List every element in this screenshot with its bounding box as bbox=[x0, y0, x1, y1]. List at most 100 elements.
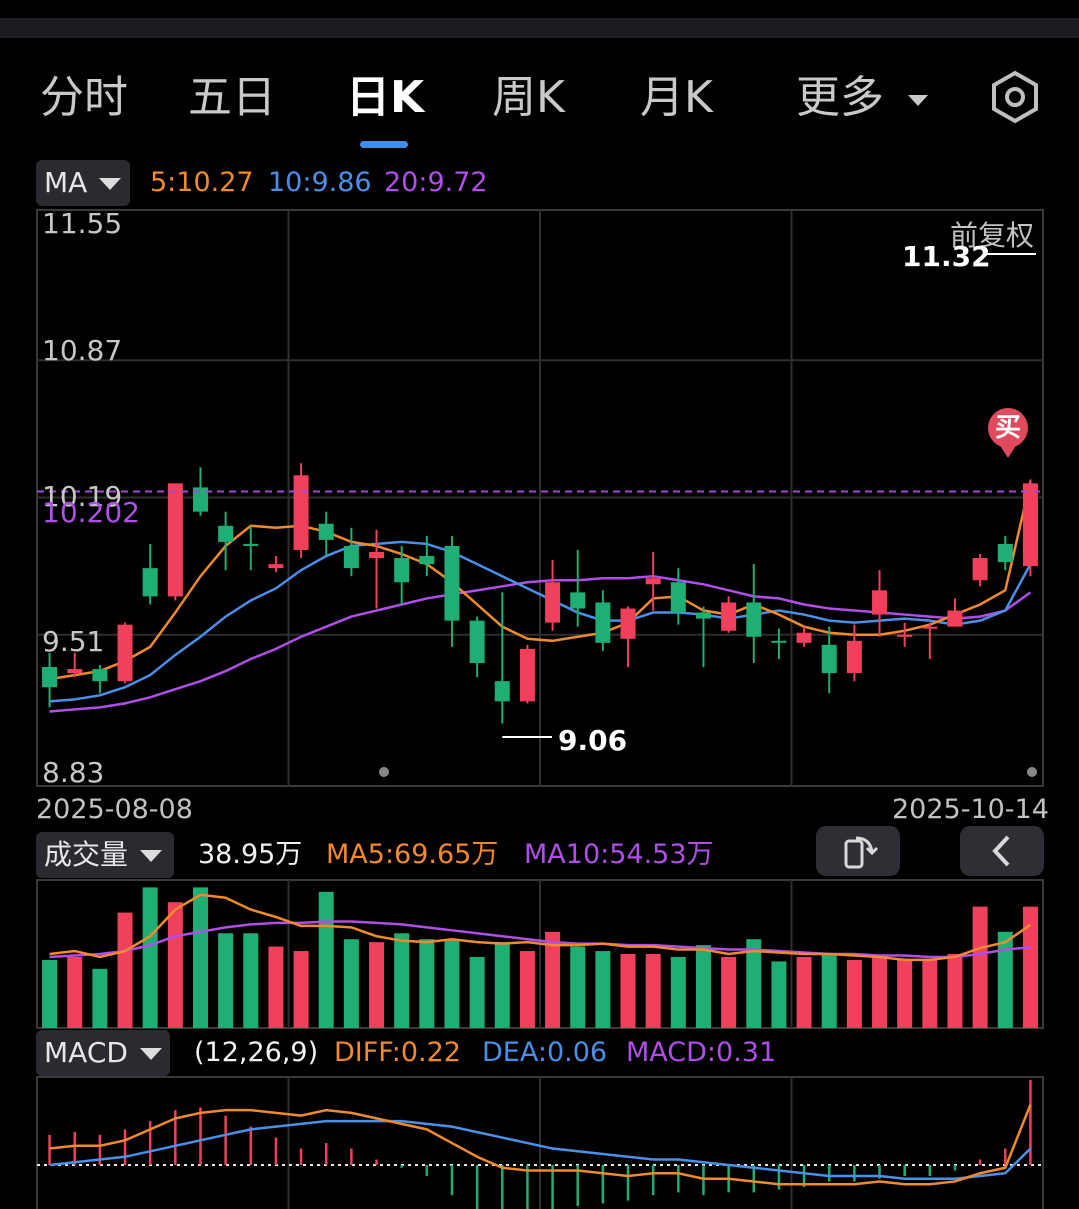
y-label-3: 10.19 bbox=[42, 480, 123, 513]
volume-bar bbox=[293, 951, 309, 1028]
volume-ma10-value: MA10:54.53万 bbox=[524, 839, 714, 870]
volume-bar bbox=[394, 933, 410, 1028]
candle-body bbox=[419, 556, 435, 565]
volume-bar bbox=[721, 956, 737, 1028]
candle-body bbox=[721, 602, 737, 631]
volume-bar bbox=[419, 939, 435, 1028]
candle-body bbox=[545, 582, 561, 623]
active-tab-indicator bbox=[360, 141, 408, 148]
candle-body bbox=[469, 620, 485, 664]
volume-value: 38.95万 bbox=[198, 839, 303, 870]
tab-more[interactable]: 更多 bbox=[796, 70, 928, 126]
volume-bar bbox=[318, 891, 334, 1028]
volume-bar bbox=[519, 951, 535, 1028]
candle-body bbox=[846, 640, 862, 674]
candle-body bbox=[117, 624, 133, 682]
candle-body bbox=[947, 610, 963, 627]
candle-body bbox=[922, 626, 938, 629]
candle-body bbox=[695, 612, 711, 619]
rotate-icon bbox=[844, 836, 879, 869]
volume-bar bbox=[670, 956, 686, 1028]
candle-body bbox=[192, 487, 208, 512]
candle-body bbox=[746, 602, 762, 637]
volume-bar bbox=[846, 959, 862, 1028]
volume-bar bbox=[796, 956, 812, 1028]
settings-hex-icon[interactable] bbox=[988, 70, 1042, 124]
candle-body bbox=[519, 648, 535, 702]
status-strip bbox=[0, 18, 1079, 38]
buy-badge-pointer bbox=[999, 444, 1017, 458]
volume-bar bbox=[746, 939, 762, 1028]
candle-body bbox=[1022, 483, 1038, 567]
volume-bar bbox=[821, 954, 837, 1028]
end-date: 2025-10-14 bbox=[892, 794, 1049, 825]
candle-body bbox=[444, 545, 460, 621]
volume-bar bbox=[570, 946, 586, 1028]
candle-body bbox=[369, 551, 385, 559]
macd-selector[interactable]: MACD bbox=[36, 1030, 170, 1076]
macd-diff-value: DIFF:0.22 bbox=[334, 1037, 461, 1068]
buy-signal-badge[interactable]: 买 bbox=[988, 408, 1028, 448]
candle-body bbox=[821, 644, 837, 674]
tab-five-day[interactable]: 五日 bbox=[188, 72, 276, 123]
volume-bar bbox=[872, 956, 888, 1028]
y-label-2: 10.87 bbox=[42, 334, 123, 367]
macd-chart[interactable] bbox=[0, 1074, 1079, 1209]
scroll-dot bbox=[1027, 767, 1037, 777]
ma20-line bbox=[49, 574, 1032, 713]
candle-body bbox=[42, 667, 58, 688]
candle-body bbox=[218, 525, 234, 542]
ma5-value: 5:10.27 bbox=[150, 167, 254, 198]
volume-bar bbox=[494, 942, 510, 1028]
ma10-value: 10:9.86 bbox=[268, 167, 372, 198]
volume-bar bbox=[42, 959, 58, 1028]
kline-chart[interactable] bbox=[0, 200, 1079, 800]
volume-selector[interactable]: 成交量 bbox=[36, 832, 174, 878]
rotate-screen-button[interactable] bbox=[816, 826, 900, 876]
volume-bar bbox=[192, 887, 208, 1028]
caret-down-icon bbox=[140, 850, 163, 862]
volume-bar bbox=[167, 902, 183, 1028]
adjust-mode-label[interactable]: 前复权 bbox=[950, 219, 1035, 252]
candle-body bbox=[67, 669, 83, 674]
diff-line bbox=[49, 1104, 1032, 1186]
tab-monthly-k[interactable]: 月K bbox=[640, 72, 713, 123]
high-price-marker: 11.32 bbox=[902, 240, 991, 273]
dea-line bbox=[49, 1119, 1032, 1180]
candle-body bbox=[997, 543, 1013, 563]
candle-body bbox=[318, 523, 334, 540]
volume-bar bbox=[268, 946, 284, 1028]
low-price-marker: 9.06 bbox=[558, 724, 628, 757]
volume-bar bbox=[972, 906, 988, 1028]
tab-daily-k[interactable]: 日K bbox=[346, 72, 425, 123]
tab-minute[interactable]: 分时 bbox=[40, 72, 128, 123]
candle-body bbox=[570, 592, 586, 609]
tab-weekly-k[interactable]: 周K bbox=[492, 72, 565, 123]
candle-body bbox=[142, 568, 158, 597]
candle-body bbox=[972, 558, 988, 581]
macd-selector-label: MACD bbox=[44, 1036, 128, 1069]
candle-body bbox=[796, 632, 812, 643]
scroll-dot bbox=[379, 767, 389, 777]
volume-bar bbox=[218, 933, 234, 1028]
volume-bar bbox=[444, 939, 460, 1028]
volume-bar bbox=[595, 951, 611, 1028]
macd-dea-value: DEA:0.06 bbox=[482, 1037, 608, 1068]
volume-selector-label: 成交量 bbox=[44, 838, 129, 871]
candle-body bbox=[243, 543, 259, 546]
volume-bar bbox=[1022, 906, 1038, 1028]
volume-ma10-line bbox=[49, 920, 1031, 959]
candle-body bbox=[293, 475, 309, 550]
volume-bar bbox=[369, 942, 385, 1028]
candle-body bbox=[872, 590, 888, 615]
collapse-panel-button[interactable] bbox=[960, 826, 1044, 876]
candle-body bbox=[92, 669, 108, 682]
chevron-left-icon bbox=[992, 835, 1010, 867]
candle-body bbox=[343, 545, 359, 569]
volume-bar bbox=[922, 959, 938, 1028]
volume-chart[interactable] bbox=[0, 876, 1079, 1032]
ma-selector[interactable]: MA bbox=[36, 160, 130, 206]
volume-bar bbox=[343, 939, 359, 1028]
volume-ma5-line bbox=[49, 893, 1032, 962]
ma20-value: 20:9.72 bbox=[384, 167, 488, 198]
